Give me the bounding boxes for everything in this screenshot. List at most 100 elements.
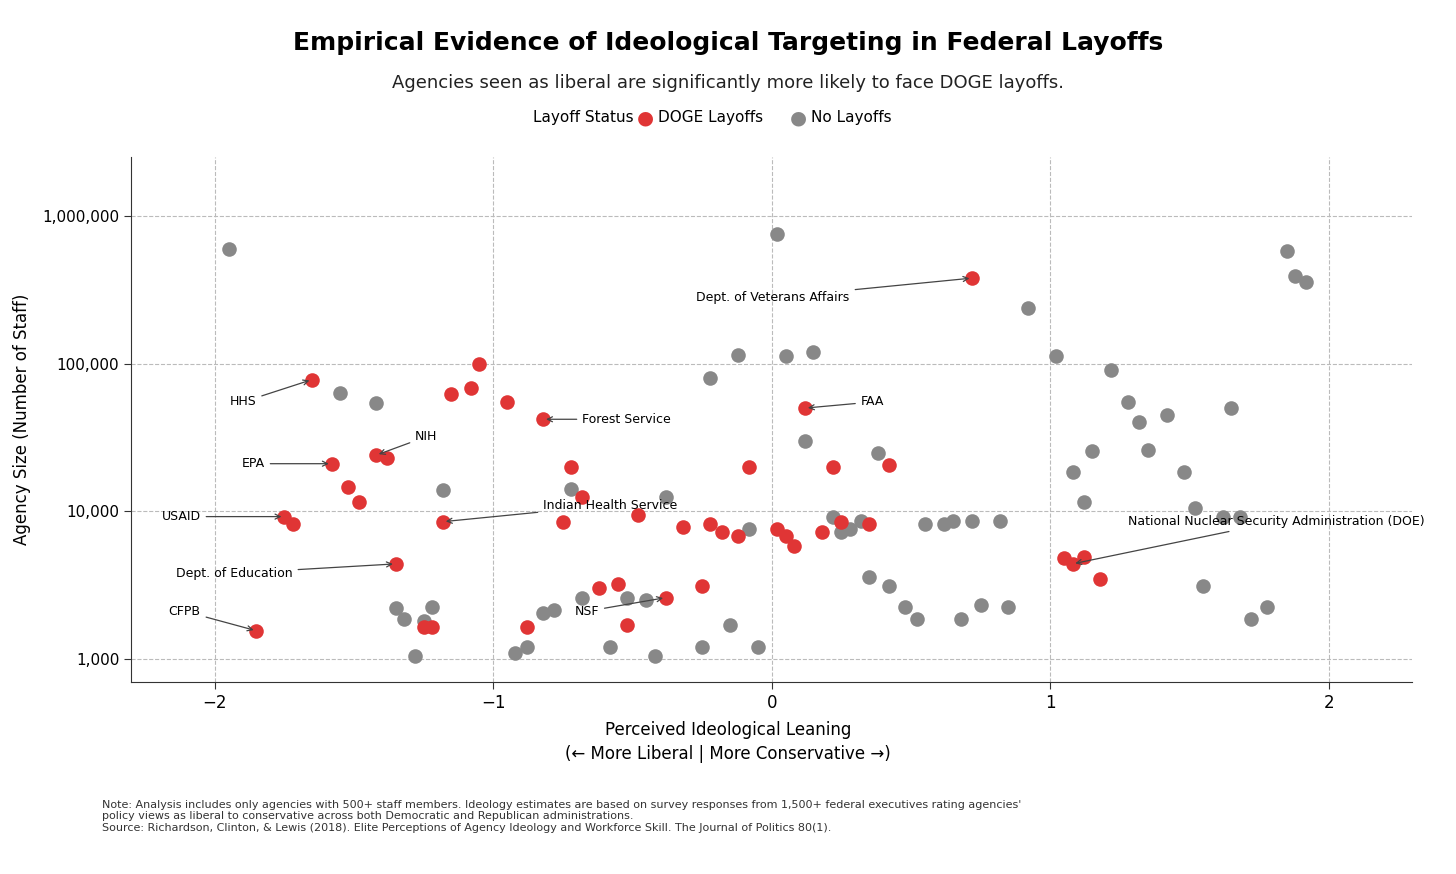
- Point: [431, 482, 454, 496]
- Point: [802, 345, 826, 359]
- Text: ●: ●: [636, 108, 654, 128]
- Point: [403, 649, 427, 662]
- Point: [320, 457, 344, 471]
- Point: [364, 448, 387, 462]
- Point: [1044, 350, 1067, 364]
- Point: [821, 460, 844, 474]
- Point: [766, 522, 789, 536]
- Point: [587, 581, 610, 595]
- Point: [738, 460, 761, 474]
- Text: CFPB: CFPB: [169, 605, 252, 631]
- Point: [504, 646, 527, 660]
- Point: [794, 434, 817, 447]
- Text: DOGE Layoffs: DOGE Layoffs: [658, 110, 763, 126]
- Text: Empirical Evidence of Ideological Targeting in Federal Layoffs: Empirical Evidence of Ideological Target…: [293, 31, 1163, 54]
- Text: No Layoffs: No Layoffs: [811, 110, 891, 126]
- Point: [384, 601, 408, 615]
- Point: [543, 603, 566, 617]
- Point: [821, 510, 844, 524]
- Point: [933, 517, 957, 531]
- Point: [997, 600, 1021, 614]
- Point: [961, 271, 984, 285]
- Point: [989, 514, 1012, 528]
- Point: [1192, 579, 1216, 593]
- Point: [376, 451, 399, 465]
- Point: [810, 525, 833, 539]
- Point: [328, 386, 351, 400]
- Point: [421, 600, 444, 614]
- Point: [794, 401, 817, 415]
- Point: [1080, 444, 1104, 458]
- Point: [968, 599, 992, 613]
- Point: [961, 514, 984, 528]
- Text: FAA: FAA: [810, 395, 884, 410]
- Point: [412, 614, 435, 628]
- Point: [894, 600, 917, 614]
- Point: [690, 640, 713, 654]
- Y-axis label: Agency Size (Number of Staff): Agency Size (Number of Staff): [13, 294, 31, 545]
- Point: [431, 515, 454, 529]
- Point: [245, 624, 268, 638]
- Point: [1128, 415, 1152, 429]
- Text: Layoff Status: Layoff Status: [533, 110, 633, 126]
- Point: [364, 396, 387, 410]
- Text: Note: Analysis includes only agencies with 500+ staff members. Ideology estimate: Note: Analysis includes only agencies wi…: [102, 800, 1021, 833]
- Point: [904, 613, 927, 627]
- Point: [515, 620, 539, 634]
- Point: [727, 348, 750, 362]
- Point: [877, 579, 900, 593]
- Text: USAID: USAID: [162, 510, 280, 524]
- Point: [384, 557, 408, 571]
- Point: [1099, 364, 1123, 378]
- Point: [671, 520, 695, 534]
- Point: [616, 618, 639, 632]
- Text: Indian Health Service: Indian Health Service: [447, 499, 677, 524]
- Point: [515, 640, 539, 654]
- Point: [775, 350, 798, 364]
- Point: [775, 529, 798, 543]
- Text: Dept. of Education: Dept. of Education: [176, 562, 392, 579]
- Point: [858, 517, 881, 531]
- Point: [711, 525, 734, 539]
- Point: [858, 570, 881, 584]
- Point: [272, 510, 296, 524]
- Point: [782, 539, 805, 553]
- Text: ●: ●: [789, 108, 807, 128]
- Point: [1061, 557, 1085, 571]
- Point: [412, 620, 435, 634]
- Point: [1294, 274, 1318, 288]
- Point: [699, 517, 722, 531]
- Point: [616, 591, 639, 605]
- Point: [1053, 551, 1076, 565]
- Point: [531, 413, 555, 427]
- Point: [1156, 408, 1179, 422]
- Point: [877, 458, 900, 472]
- Point: [718, 618, 741, 632]
- Point: [531, 606, 555, 620]
- Point: [1072, 496, 1095, 510]
- Text: EPA: EPA: [242, 457, 328, 470]
- Point: [1275, 244, 1299, 258]
- Text: Agencies seen as liberal are significantly more likely to face DOGE layoffs.: Agencies seen as liberal are significant…: [392, 74, 1064, 93]
- Point: [626, 508, 649, 522]
- Point: [571, 591, 594, 605]
- Point: [644, 649, 667, 662]
- Point: [1136, 443, 1159, 457]
- Point: [552, 515, 575, 529]
- Point: [690, 579, 713, 593]
- Point: [348, 496, 371, 510]
- Point: [559, 460, 582, 474]
- Point: [559, 482, 582, 496]
- Point: [849, 514, 872, 528]
- Point: [654, 591, 677, 605]
- Point: [745, 640, 769, 654]
- Point: [1016, 301, 1040, 315]
- Point: [1284, 269, 1307, 283]
- Point: [336, 481, 360, 495]
- Point: [1184, 501, 1207, 515]
- Point: [1089, 572, 1112, 586]
- Point: [467, 357, 491, 371]
- Point: [598, 640, 622, 654]
- Point: [949, 613, 973, 627]
- Text: Perceived Ideological Leaning: Perceived Ideological Leaning: [604, 721, 852, 739]
